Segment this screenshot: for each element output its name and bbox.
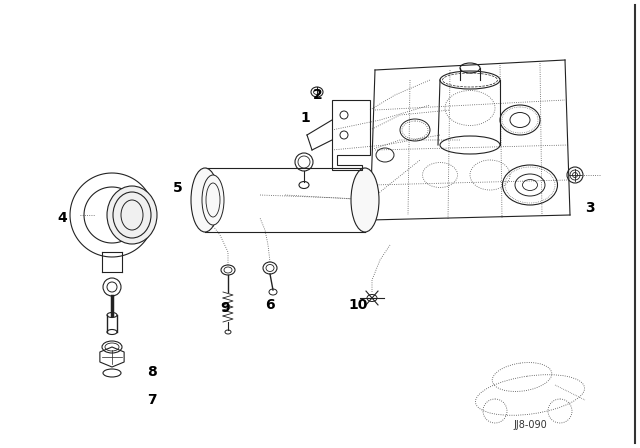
Text: 2: 2 bbox=[313, 88, 323, 102]
Text: 7: 7 bbox=[147, 393, 157, 407]
Text: JJ8-090: JJ8-090 bbox=[513, 420, 547, 430]
Text: 3: 3 bbox=[585, 201, 595, 215]
Ellipse shape bbox=[202, 175, 224, 225]
Ellipse shape bbox=[351, 168, 379, 232]
Text: 5: 5 bbox=[173, 181, 183, 195]
Text: 9: 9 bbox=[220, 301, 230, 315]
Text: 1: 1 bbox=[300, 111, 310, 125]
Text: 4: 4 bbox=[57, 211, 67, 225]
Text: 10: 10 bbox=[348, 298, 368, 312]
Text: 8: 8 bbox=[147, 365, 157, 379]
Text: 6: 6 bbox=[265, 298, 275, 312]
Ellipse shape bbox=[107, 186, 157, 244]
Ellipse shape bbox=[191, 168, 219, 232]
